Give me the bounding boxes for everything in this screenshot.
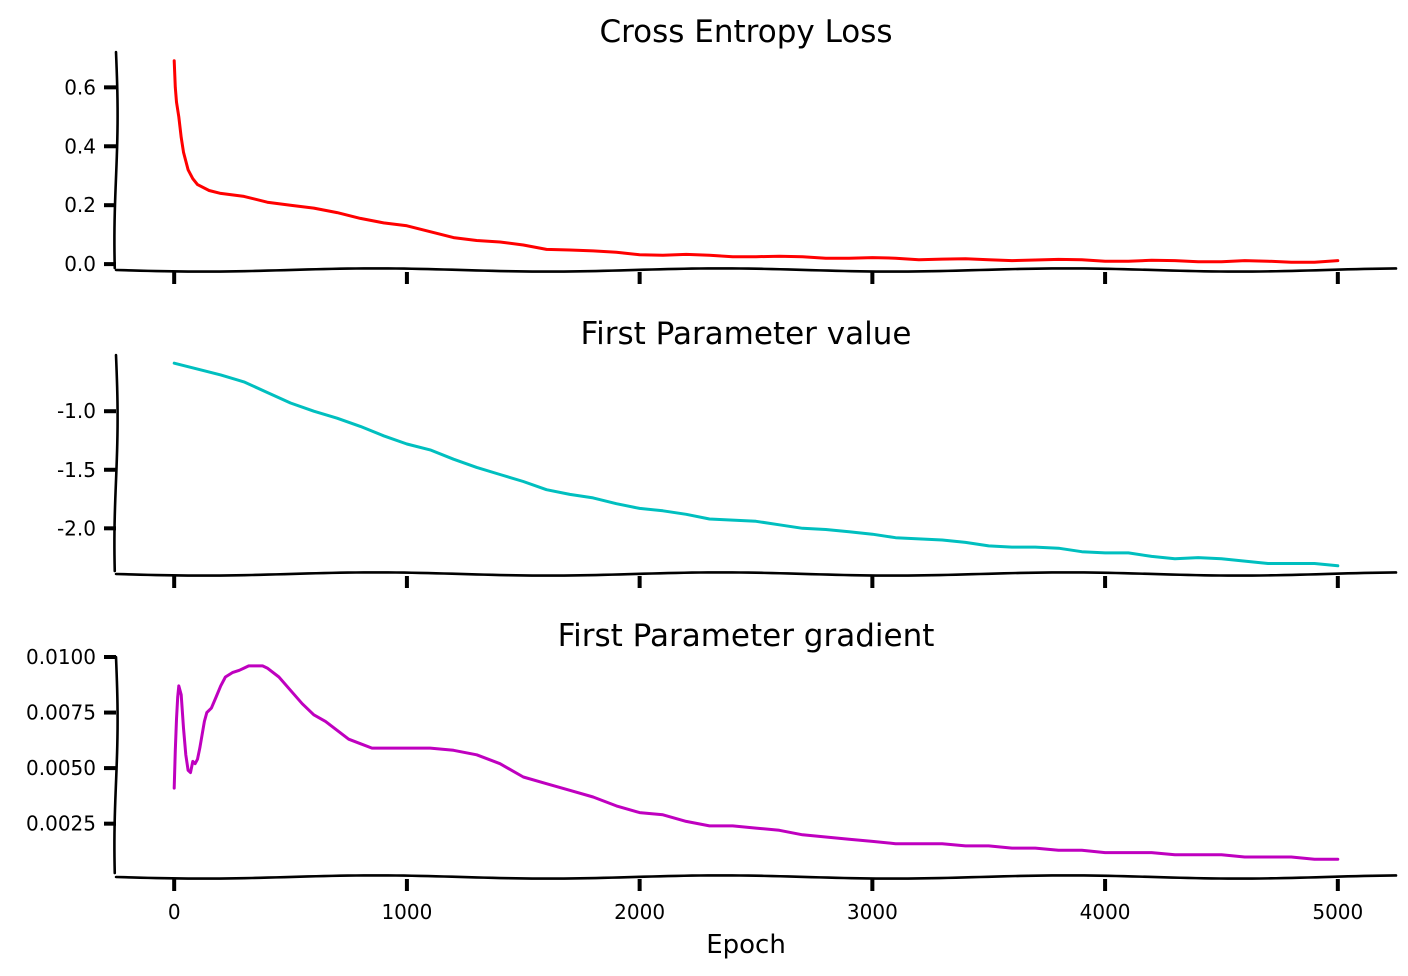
loss-series-line xyxy=(172,59,1340,264)
param-value-y-tick-label: -1.5 xyxy=(57,458,96,482)
param-gradient-x-tick-label: 3000 xyxy=(847,900,898,924)
param-gradient-y-tick-label: 0.0050 xyxy=(26,756,96,780)
param-gradient-y-axis xyxy=(113,655,119,875)
parameter-value-panel: First Parameter value -1.0 -1.5 -2.0 xyxy=(57,316,1398,588)
param-gradient-x-axis-label: Epoch xyxy=(706,930,786,960)
param-value-series-line xyxy=(172,361,1340,568)
loss-y-tick-label: 0.6 xyxy=(64,75,96,99)
param-value-y-axis xyxy=(113,353,119,573)
param-value-y-tick-label: -1.0 xyxy=(57,399,96,423)
parameter-gradient-panel: First Parameter gradient 0.0025 0.0050 0.00… xyxy=(26,618,1398,960)
loss-x-axis xyxy=(114,267,1398,273)
loss-panel: Cross Entropy Loss 0.0 0.2 0.4 0.6 xyxy=(64,14,1398,284)
loss-y-tick-label: 0.0 xyxy=(64,252,96,276)
param-gradient-x-axis xyxy=(114,874,1398,880)
param-value-x-axis xyxy=(114,571,1398,577)
loss-y-tick-label: 0.2 xyxy=(64,193,96,217)
param-gradient-y-tick-label: 0.0025 xyxy=(26,812,96,836)
param-gradient-x-tick-label: 0 xyxy=(168,900,181,924)
loss-title: Cross Entropy Loss xyxy=(599,14,892,50)
param-gradient-x-tick-label: 1000 xyxy=(381,900,432,924)
param-value-y-tick-label: -2.0 xyxy=(57,516,96,540)
param-value-title: First Parameter value xyxy=(581,316,912,352)
param-gradient-title: First Parameter gradient xyxy=(558,618,935,654)
param-gradient-y-tick-label: 0.0075 xyxy=(26,701,96,725)
loss-y-tick-label: 0.4 xyxy=(64,134,96,158)
loss-y-axis xyxy=(113,50,119,270)
param-gradient-x-tick-label: 4000 xyxy=(1080,900,1131,924)
param-gradient-y-tick-label: 0.0100 xyxy=(26,645,96,669)
param-gradient-series-line xyxy=(172,664,1340,861)
param-gradient-x-tick-label: 2000 xyxy=(614,900,665,924)
param-gradient-x-tick-label: 5000 xyxy=(1312,900,1363,924)
